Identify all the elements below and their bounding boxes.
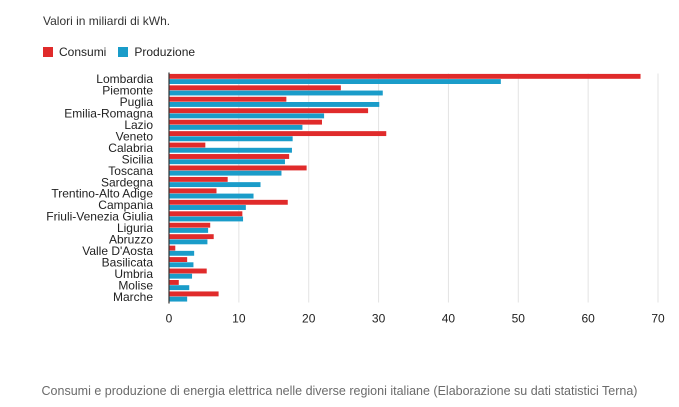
bar-produzione-abruzzo — [169, 239, 208, 245]
category-label-sicilia: Sicilia — [122, 152, 154, 166]
category-label-valle-d-aosta: Valle D'Aosta — [82, 244, 153, 258]
category-label-lazio: Lazio — [124, 118, 153, 132]
legend-swatch-produzione — [118, 47, 129, 57]
category-label-friuli-venezia-giulia: Friuli-Venezia Giulia — [46, 210, 153, 224]
bar-produzione-basilicata — [169, 262, 194, 268]
bar-produzione-lombardia — [169, 79, 501, 84]
bar-consumi-sicilia — [169, 154, 290, 159]
bar-produzione-veneto — [169, 136, 293, 142]
bar-consumi-piemonte — [169, 85, 341, 91]
bar-consumi-puglia — [169, 96, 287, 102]
chart-subtitle: Valori in miliardi di kWh. — [43, 14, 171, 28]
bar-produzione-campania — [169, 205, 246, 210]
x-tick-label-40: 40 — [442, 312, 456, 326]
bar-produzione-trentino-alto-adige — [169, 193, 254, 199]
bar-produzione-marche — [169, 296, 188, 302]
category-label-basilicata: Basilicata — [102, 255, 154, 269]
x-tick-label-10: 10 — [232, 312, 246, 326]
bar-consumi-campania — [169, 199, 288, 205]
x-tick-label-30: 30 — [372, 312, 386, 326]
bar-produzione-calabria — [169, 147, 292, 153]
bar-consumi-valle-d-aosta — [169, 245, 176, 251]
category-label-molise: Molise — [118, 278, 153, 292]
category-label-sardegna: Sardegna — [101, 175, 153, 189]
bar-produzione-lazio — [169, 124, 303, 130]
bar-produzione-sicilia — [169, 159, 285, 165]
bar-consumi-sardegna — [169, 176, 228, 182]
bar-consumi-abruzzo — [169, 234, 214, 240]
category-label-calabria: Calabria — [108, 141, 153, 155]
bar-produzione-puglia — [169, 102, 380, 107]
bar-consumi-veneto — [169, 131, 387, 137]
figure-caption: Consumi e produzione di energia elettric… — [41, 384, 638, 398]
chart-legend: Consumi Produzione — [43, 45, 207, 59]
category-label-puglia: Puglia — [120, 95, 154, 109]
bar-consumi-emilia-romagna — [169, 108, 369, 114]
bar-produzione-umbria — [169, 273, 193, 279]
category-label-liguria: Liguria — [117, 221, 153, 235]
category-label-piemonte: Piemonte — [102, 84, 153, 98]
category-label-trentino-alto-adige: Trentino-Alto Adige — [51, 187, 153, 201]
bar-chart: LombardiaPiemontePugliaEmilia-RomagnaLaz… — [46, 72, 665, 326]
category-label-toscana: Toscana — [108, 164, 153, 178]
x-tick-label-70: 70 — [651, 312, 665, 326]
x-tick-label-20: 20 — [302, 312, 316, 326]
category-label-lombardia: Lombardia — [96, 72, 153, 86]
legend-item-produzione: Produzione — [118, 45, 195, 59]
bar-produzione-sardegna — [169, 182, 261, 188]
bar-produzione-friuli-venezia-giulia — [169, 216, 244, 222]
bar-consumi-lombardia — [169, 73, 641, 79]
legend-swatch-consumi — [43, 47, 53, 57]
bar-consumi-toscana — [169, 165, 307, 171]
bar-consumi-molise — [169, 280, 179, 285]
category-label-veneto: Veneto — [116, 129, 154, 143]
x-tick-label-50: 50 — [512, 312, 526, 326]
bar-consumi-basilicata — [169, 257, 188, 262]
category-label-emilia-romagna: Emilia-Romagna — [64, 107, 153, 121]
legend-item-consumi: Consumi — [43, 45, 106, 59]
bar-consumi-trentino-alto-adige — [169, 188, 217, 194]
bar-consumi-umbria — [169, 268, 207, 274]
category-label-campania: Campania — [98, 198, 153, 212]
x-tick-label-0: 0 — [166, 312, 173, 326]
bar-produzione-molise — [169, 285, 190, 291]
bar-produzione-valle-d-aosta — [169, 250, 195, 256]
bar-produzione-toscana — [169, 170, 282, 176]
bar-produzione-liguria — [169, 227, 209, 233]
bar-consumi-calabria — [169, 142, 206, 148]
bar-consumi-liguria — [169, 222, 211, 228]
bar-consumi-marche — [169, 291, 219, 297]
category-label-umbria: Umbria — [114, 267, 153, 281]
legend-label-produzione: Produzione — [134, 45, 196, 59]
legend-label-consumi: Consumi — [59, 45, 107, 59]
bar-consumi-friuli-venezia-giulia — [169, 211, 243, 217]
category-label-marche: Marche — [113, 290, 153, 304]
x-tick-label-60: 60 — [581, 312, 595, 326]
bar-produzione-emilia-romagna — [169, 113, 325, 119]
bar-consumi-lazio — [169, 119, 322, 125]
category-label-abruzzo: Abruzzo — [109, 233, 153, 247]
bar-produzione-piemonte — [169, 90, 383, 96]
